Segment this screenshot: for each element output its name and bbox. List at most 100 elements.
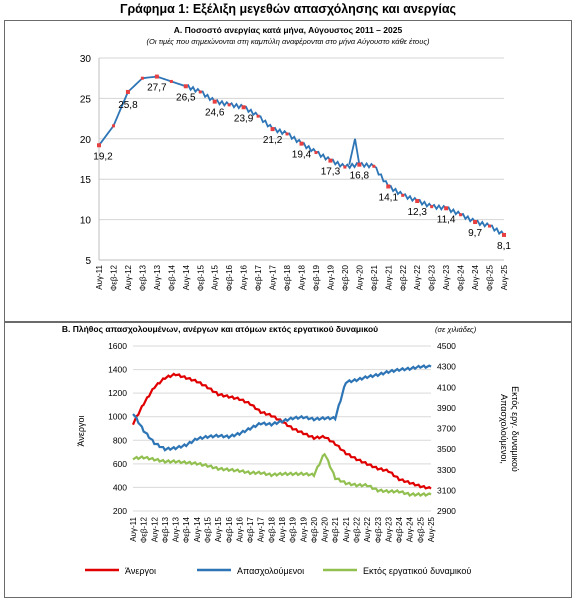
x-tick-label: Αυγ-24 [406,516,415,542]
february-marker [198,90,202,94]
x-tick-label: Αυγ-11 [129,516,138,541]
x-tick-label: Αυγ-19 [299,516,308,542]
x-tick-label: Φεβ-23 [374,516,383,543]
employment-counts-chart-panel: Β. Πλήθος απασχολουμένων, ανέργων και ατ… [4,322,572,598]
x-tick-label: Φεβ-22 [399,264,408,291]
x-tick-label: Αυγ-25 [427,516,436,542]
x-tick-label: Αυγ-22 [413,264,422,290]
x-tick-label: Φεβ-25 [416,516,425,543]
y2-tick-label: 3900 [437,403,456,413]
data-label: 12,3 [407,207,427,218]
august-marker [502,232,506,237]
data-label: 25,8 [118,100,138,111]
february-marker [488,224,492,228]
x-tick-label: Αυγ-16 [240,264,249,290]
x-tick-label: Φεβ-22 [353,516,362,543]
data-label: 17,3 [321,167,341,178]
legend-label: Άνεργοι [125,566,156,576]
february-marker [372,164,376,168]
x-tick-label: Φεβ-24 [457,264,466,291]
y-tick-label: 15 [80,175,92,186]
x-tick-label: Αυγ-18 [298,264,307,290]
data-label: 16,8 [350,171,370,182]
x-tick-label: Αυγ-24 [471,264,480,290]
x-tick-label: Φεβ-14 [182,516,191,543]
series-line-2 [132,452,432,497]
x-tick-label: Αυγ-13 [172,516,181,542]
chart-b-gridlines [133,345,431,512]
chart-a-markers [97,74,506,237]
y2-tick-label: 3300 [437,465,456,475]
x-tick-label: Αυγ-22 [363,516,372,542]
data-label: 8,1 [497,241,511,252]
y-tick-label: 400 [113,482,127,492]
y-tick-label: 30 [80,54,92,65]
y2-tick-label: 3500 [437,444,456,454]
february-marker [111,124,115,128]
y-tick-label: 1200 [108,388,127,398]
x-tick-label: Αυγ-16 [235,516,244,542]
x-tick-label: Αυγ-12 [150,516,159,542]
chart-a-x-axis: Αυγ-11 Φεβ-12 Αυγ-12 Φεβ-13 Αυγ-13 Φεβ-14 Αυγ-… [95,264,509,291]
x-tick-label: Φεβ-19 [312,264,321,291]
x-tick-label: Αυγ-14 [182,264,191,290]
x-tick-label: Αυγ-25 [500,264,509,290]
chart-b-x-axis: Αυγ-11 Φεβ-12 Αυγ-12 Φεβ-13 Αυγ-13 Φεβ-14 Αυγ-… [129,516,436,543]
y-tick-label: 600 [113,459,127,469]
data-label: 19,4 [292,150,312,161]
employment-counts-chart: Β. Πλήθος απασχολουμένων, ανέργων και ατ… [62,324,520,576]
data-label: 23,9 [234,113,254,124]
august-marker [154,74,159,79]
data-label: 11,4 [437,214,456,225]
y2-tick-label: 3700 [437,424,456,434]
x-tick-label: Αυγ-18 [278,516,287,542]
chart-a-y-axis: 5 10 15 20 25 30 [80,54,92,267]
august-marker [125,89,130,94]
february-marker [343,165,347,169]
august-marker [473,220,478,225]
x-tick-label: Αυγ-20 [355,264,364,290]
unemployment-rate-spike [348,138,361,165]
chart-a-title: Α. Ποσοστό ανεργίας κατά μήνα, Αύγουστος… [174,25,403,35]
y-tick-label: 20 [80,135,92,146]
data-label: 27,7 [147,83,167,94]
data-label: 19,2 [93,151,113,162]
y2-tick-label: 4300 [437,362,456,372]
x-tick-label: Φεβ-18 [267,516,276,543]
data-label: 26,5 [176,92,196,103]
february-marker [401,193,405,197]
legend-label: Εκτός εργατικού δυναμικού [363,566,471,576]
x-tick-label: Φεβ-13 [161,516,170,543]
august-marker [212,99,217,104]
x-tick-label: Φεβ-17 [254,264,263,291]
x-tick-label: Αυγ-21 [384,264,393,290]
x-tick-label: Αυγ-15 [211,264,220,290]
august-marker [299,141,304,146]
x-tick-label: Φεβ-15 [196,264,205,291]
february-marker [314,151,318,155]
x-tick-label: Φεβ-14 [167,264,176,291]
unemployment-rate-chart: Α. Ποσοστό ανεργίας κατά μήνα, Αύγουστος… [80,25,512,291]
x-tick-label: Φεβ-17 [246,516,255,543]
y2-tick-label: 3100 [437,485,456,495]
x-tick-label: Φεβ-16 [225,516,234,543]
x-tick-label: Φεβ-19 [289,516,298,543]
x-tick-label: Φεβ-15 [204,516,213,543]
x-tick-label: Φεβ-21 [331,516,340,543]
february-marker [285,132,289,136]
unemployment-rate-chart-panel: Α. Ποσοστό ανεργίας κατά μήνα, Αύγουστος… [4,20,572,322]
data-label: 21,2 [263,135,283,146]
august-marker [328,158,333,163]
chart-a-data-labels: 19,2 25,8 27,7 26,5 24,6 23,9 21,2 19,4 17,3 16,8… [93,83,511,252]
y-tick-label: 10 [80,216,92,227]
data-label: 9,7 [468,228,482,239]
x-tick-label: Φεβ-13 [138,264,147,291]
x-tick-label: Αυγ-13 [153,264,162,290]
data-label: 14,1 [379,192,399,203]
right-axis-label-line: Απασχολούμενοι, [499,394,509,464]
y-tick-label: 25 [80,94,92,105]
august-marker [241,105,246,110]
chart-a-gridlines [98,57,504,261]
x-tick-label: Αυγ-17 [257,516,266,542]
august-marker [386,184,391,189]
